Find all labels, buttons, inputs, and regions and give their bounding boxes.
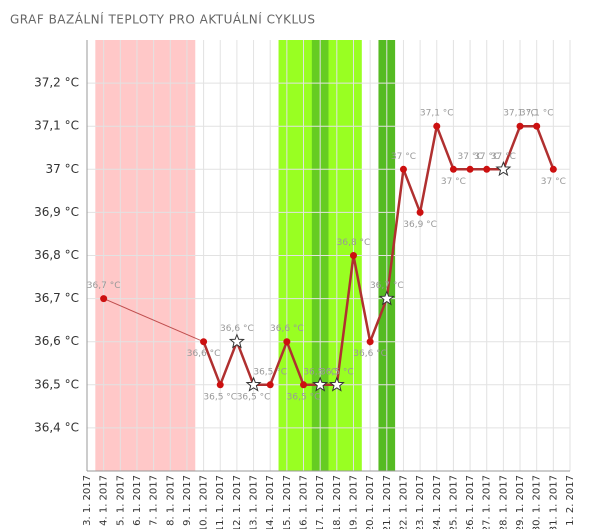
x-tick-label: 17. 1. 2017: [315, 475, 326, 529]
x-tick-label: 8. 1. 2017: [165, 475, 176, 526]
x-tick-label: 1. 2. 2017: [565, 475, 576, 526]
x-tick-label: 27. 1. 2017: [482, 475, 493, 529]
point-marker: [366, 338, 374, 346]
x-tick-label: 5. 1. 2017: [115, 475, 126, 526]
value-label: 37 °C: [541, 177, 566, 187]
x-tick-label: 18. 1. 2017: [332, 475, 343, 529]
x-tick-label: 3. 1. 2017: [82, 475, 93, 526]
x-tick-label: 13. 1. 2017: [249, 475, 260, 529]
x-tick-label: 6. 1. 2017: [132, 475, 143, 526]
value-label: 36,7 °C: [87, 281, 121, 291]
value-label: 37 °C: [474, 152, 499, 162]
point-marker: [399, 165, 407, 173]
point-marker: [200, 338, 208, 346]
value-label: 36,7 °C: [370, 281, 404, 291]
x-tick-label: 26. 1. 2017: [465, 475, 476, 529]
value-label: 37 °C: [458, 152, 483, 162]
x-tick-label: 21. 1. 2017: [382, 475, 393, 529]
x-tick-label: 23. 1. 2017: [415, 475, 426, 529]
point-marker: [100, 295, 108, 303]
value-label: 36,6 °C: [353, 349, 387, 359]
y-tick-label: 36,8 °C: [34, 248, 79, 262]
x-tick-label: 19. 1. 2017: [348, 475, 359, 529]
y-tick-label: 36,7 °C: [34, 291, 79, 305]
point-marker: [416, 208, 424, 216]
star-marker: [378, 290, 395, 306]
x-tick-label: 16. 1. 2017: [299, 475, 310, 529]
point-marker: [449, 165, 457, 173]
point-marker: [433, 122, 441, 130]
x-tick-label: 7. 1. 2017: [149, 475, 160, 526]
point-marker: [283, 338, 291, 346]
point-marker: [349, 252, 357, 259]
value-label: 36,5 °C: [303, 367, 337, 377]
star-marker: [312, 376, 329, 392]
value-label: 36,5 °C: [237, 392, 271, 402]
value-label: 37 °C: [491, 152, 516, 162]
y-tick-label: 36,9 °C: [34, 205, 79, 219]
point-marker: [516, 122, 524, 130]
value-label: 36,6 °C: [270, 324, 304, 334]
x-tick-label: 10. 1. 2017: [199, 475, 210, 529]
value-label: 36,9 °C: [403, 220, 437, 230]
value-label: 36,6 °C: [187, 349, 221, 359]
star-marker: [228, 333, 245, 349]
value-label: 37,1 °C: [420, 109, 454, 119]
y-tick-label: 37,2 °C: [34, 76, 79, 90]
chart-title: GRAF BAZÁLNÍ TEPLOTY PRO AKTUÁLNÍ CYKLUS: [10, 12, 315, 27]
gap-connector: [103, 298, 204, 343]
x-tick-label: 20. 1. 2017: [365, 475, 376, 529]
value-label: 36,6 °C: [220, 324, 254, 334]
y-tick-label: 37,1 °C: [34, 119, 79, 133]
point-marker: [549, 165, 557, 173]
point-marker: [483, 165, 491, 173]
value-label: 37 °C: [441, 177, 466, 187]
value-label: 36,5 °C: [320, 367, 354, 377]
value-label: 36,5 °C: [253, 367, 287, 377]
value-label: 37 °C: [391, 152, 416, 162]
x-tick-label: 29. 1. 2017: [515, 475, 526, 529]
value-label: 36,5 °C: [287, 392, 321, 402]
temperature-line: [202, 121, 555, 389]
x-tick-label: 24. 1. 2017: [432, 475, 443, 529]
x-tick-label: 12. 1. 2017: [232, 475, 243, 529]
value-label: 36,8 °C: [337, 238, 371, 248]
y-tick-label: 36,6 °C: [34, 334, 79, 348]
star-marker: [495, 160, 512, 177]
x-tick-label: 31. 1. 2017: [548, 475, 559, 529]
y-tick-label: 36,4 °C: [34, 420, 79, 434]
x-tick-label: 9. 1. 2017: [182, 475, 193, 526]
x-tick-label: 14. 1. 2017: [265, 475, 276, 529]
point-marker: [533, 122, 541, 130]
point-marker: [300, 381, 308, 389]
x-tick-label: 15. 1. 2017: [282, 475, 293, 529]
x-tick-label: 30. 1. 2017: [532, 475, 543, 529]
point-marker: [466, 165, 474, 173]
star-marker: [245, 376, 262, 392]
point-marker: [216, 381, 224, 389]
x-tick-label: 11. 1. 2017: [215, 475, 226, 529]
y-tick-label: 36,5 °C: [34, 377, 79, 391]
point-marker: [266, 381, 274, 389]
x-tick-label: 25. 1. 2017: [448, 475, 459, 529]
x-tick-label: 22. 1. 2017: [398, 475, 409, 529]
star-marker: [328, 376, 345, 392]
value-label: 37,1 °C: [503, 109, 537, 119]
x-tick-label: 28. 1. 2017: [498, 475, 509, 529]
value-label: 36,5 °C: [203, 392, 237, 402]
y-tick-label: 37 °C: [46, 162, 79, 176]
x-tick-label: 4. 1. 2017: [99, 475, 110, 526]
value-label: 37,1 °C: [520, 109, 554, 119]
